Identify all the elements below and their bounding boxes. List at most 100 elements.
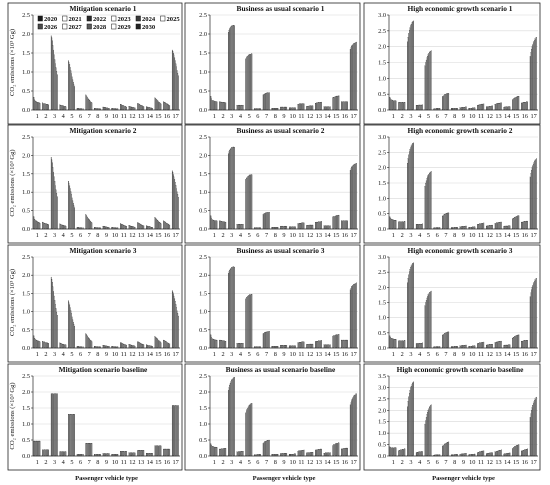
y-tick-label: 2.0 [199,31,207,38]
x-tick-label: 5 [70,232,73,239]
y-tick-label: 0.0 [199,226,207,233]
y-tick-label: 3.0 [378,384,386,391]
x-tick-label: 12 [307,232,313,239]
x-tick-label: 16 [164,459,170,466]
chart-panel-8: 0.00.51.01.52.02.51 2 3 4 5 6 7 8 9 10 11 12 13 14 15 1… [184,244,361,363]
x-tick-label: 7 [265,232,268,239]
panel-title: Business as usual scenario 1 [237,4,325,13]
x-tick-label: 5 [70,113,73,120]
y-tick-label: 0.5 [378,91,386,98]
x-tick-label: 10 [112,113,118,120]
legend-item-2020: 2020 [37,15,58,23]
x-tick-label: 4 [418,459,422,466]
y-tick-label: 1.0 [378,315,386,322]
x-tick-label: 13 [316,113,322,120]
y-tick-label: 0.0 [22,107,30,114]
x-tick-label: 10 [112,351,118,358]
x-tick-label: 2 [44,232,47,239]
x-tick-label: 5 [248,351,251,358]
y-axis-label: CO₂ emissions (×10³ Gg) [9,29,16,96]
x-tick-label: 11 [121,113,127,120]
x-tick-label: 13 [138,232,144,239]
y-tick-label: 1.5 [22,171,30,178]
x-tick-label: 13 [495,351,501,358]
x-tick-label: 7 [265,351,268,358]
x-tick-label: 13 [138,459,144,466]
x-tick-label: 12 [487,351,493,358]
y-tick-label: 0.5 [199,327,207,334]
y-tick-label: 1.5 [22,405,30,412]
legend-item-2025: 2025 [160,15,180,23]
x-tick-label: 17 [350,459,356,466]
x-tick-label: 12 [129,351,135,358]
x-tick-label: 3 [53,459,56,466]
x-tick-label: 13 [138,351,144,358]
x-tick-label: 3 [230,232,233,239]
x-tick-label: 5 [427,113,430,120]
x-tick-label: 9 [462,232,465,239]
x-tick-label: 10 [112,232,118,239]
x-tick-label: 5 [248,232,251,239]
y-tick-label: 1.5 [199,50,207,57]
x-tick-label: 15 [155,232,161,239]
x-tick-label: 2 [401,459,404,466]
x-tick-label: 8 [453,459,456,466]
x-tick-label: 2 [44,351,47,358]
x-tick-label: 6 [436,351,439,358]
x-tick-label: 1 [213,232,216,239]
legend-item-2023: 2023 [111,15,131,23]
legend-swatch [111,23,117,30]
legend-swatch [135,15,141,22]
y-tick-label: 0.0 [22,226,30,233]
x-tick-label: 8 [96,459,99,466]
x-tick-label: 5 [427,459,430,466]
panel-title: High economic growth scenario 2 [408,126,513,135]
y-tick-label: 2.0 [22,152,30,159]
x-tick-label: 7 [88,232,91,239]
x-tick-label: 15 [513,113,519,120]
y-tick-label: 3.5 [378,373,386,380]
x-tick-label: 3 [53,232,56,239]
x-tick-label: 7 [444,232,447,239]
x-tick-label: 17 [350,351,356,358]
y-tick-label: 1.5 [199,290,207,297]
x-tick-label: 9 [462,351,465,358]
x-tick-label: 13 [316,459,322,466]
x-tick-label: 17 [530,351,536,358]
x-tick-label: 1 [36,351,39,358]
x-tick-label: 1 [392,459,395,466]
legend-item-2029: 2029 [111,23,131,31]
legend-swatch [62,23,68,30]
x-tick-label: 10 [112,459,118,466]
legend: 2020 2021 2022 2023 2024 2025 2026 2027 2028 2029… [37,15,180,31]
y-tick-label: 0.0 [378,107,386,114]
chart-panel-12: 0.00.51.01.52.02.53.03.51 2 3 4 5 6 7 8 9 10 11 12 1… [363,363,541,482]
y-tick-label: 3.0 [378,12,386,19]
y-tick-label: 0.5 [378,330,386,337]
x-tick-label: 16 [522,232,528,239]
x-tick-label: 4 [239,351,243,358]
y-tick-label: 0.0 [378,453,386,460]
x-tick-label: 16 [164,351,170,358]
x-tick-label: 1 [36,459,39,466]
x-tick-label: 6 [256,232,259,239]
x-tick-label: 8 [453,351,456,358]
x-tick-label: 2 [401,232,404,239]
x-tick-label: 15 [513,459,519,466]
y-tick-label: 2.5 [378,28,386,35]
x-tick-label: 11 [478,351,484,358]
legend-item-2022: 2022 [86,15,107,23]
x-tick-label: 6 [436,459,439,466]
y-tick-label: 1.0 [199,421,207,428]
x-tick-label: 3 [53,351,56,358]
x-tick-label: 12 [129,459,135,466]
legend-item-2028: 2028 [86,23,107,31]
x-tick-label: 11 [298,459,304,466]
x-tick-label: 7 [265,459,268,466]
x-axis-label: Passenger vehicle type [253,475,316,482]
y-tick-label: 2.0 [22,389,30,396]
x-tick-label: 2 [221,232,224,239]
x-tick-label: 1 [36,113,39,120]
y-tick-label: 0.0 [199,453,207,460]
x-tick-label: 1 [392,351,395,358]
